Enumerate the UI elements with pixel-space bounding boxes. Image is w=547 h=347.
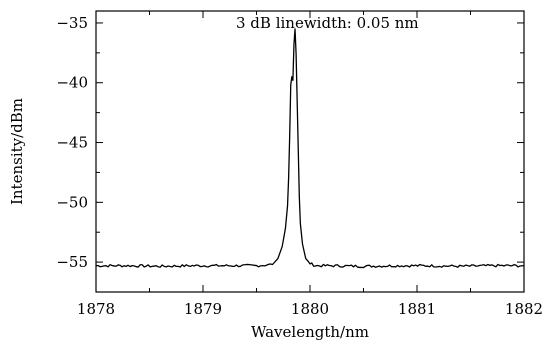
y-tick-label: −45 bbox=[56, 134, 88, 152]
y-tick-label: −50 bbox=[56, 193, 88, 211]
y-axis: −55 −50 −45 −40 −35 bbox=[56, 14, 524, 271]
plot-frame bbox=[95, 10, 525, 293]
y-tick-label: −35 bbox=[56, 14, 88, 32]
x-axis-label: Wavelength/nm bbox=[251, 323, 369, 341]
x-tick-label: 1879 bbox=[184, 300, 222, 318]
x-axis: 1878 1879 1880 1881 1882 bbox=[77, 11, 543, 318]
linewidth-annotation: 3 dB linewidth: 0.05 nm bbox=[236, 14, 419, 32]
x-tick-label: 1882 bbox=[505, 300, 543, 318]
x-tick-label: 1880 bbox=[291, 300, 329, 318]
y-axis-label: Intensity/dBm bbox=[8, 98, 26, 205]
x-tick-label: 1881 bbox=[398, 300, 436, 318]
y-tick-label: −55 bbox=[56, 253, 88, 271]
x-tick-label: 1878 bbox=[77, 300, 115, 318]
y-tick-label: −40 bbox=[56, 74, 88, 92]
spectrum-line bbox=[95, 28, 525, 269]
